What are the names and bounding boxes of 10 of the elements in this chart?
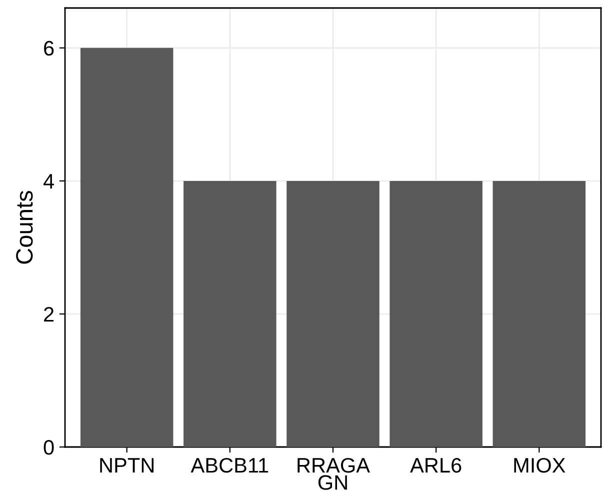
- x-tick-label: NPTN: [100, 458, 154, 473]
- x-tick-label: ARL6: [410, 458, 462, 473]
- x-tick-label: MIOX: [514, 458, 566, 473]
- y-tick-label: 2: [44, 306, 54, 322]
- y-axis-title: Counts: [16, 190, 33, 264]
- y-tick-label: 4: [43, 174, 54, 188]
- y-tick-label: 0: [44, 440, 54, 455]
- x-tick-label: ABCB11: [190, 458, 268, 473]
- y-tick-label: 6: [44, 40, 54, 56]
- x-tick-label: RRAGA GN: [298, 458, 370, 490]
